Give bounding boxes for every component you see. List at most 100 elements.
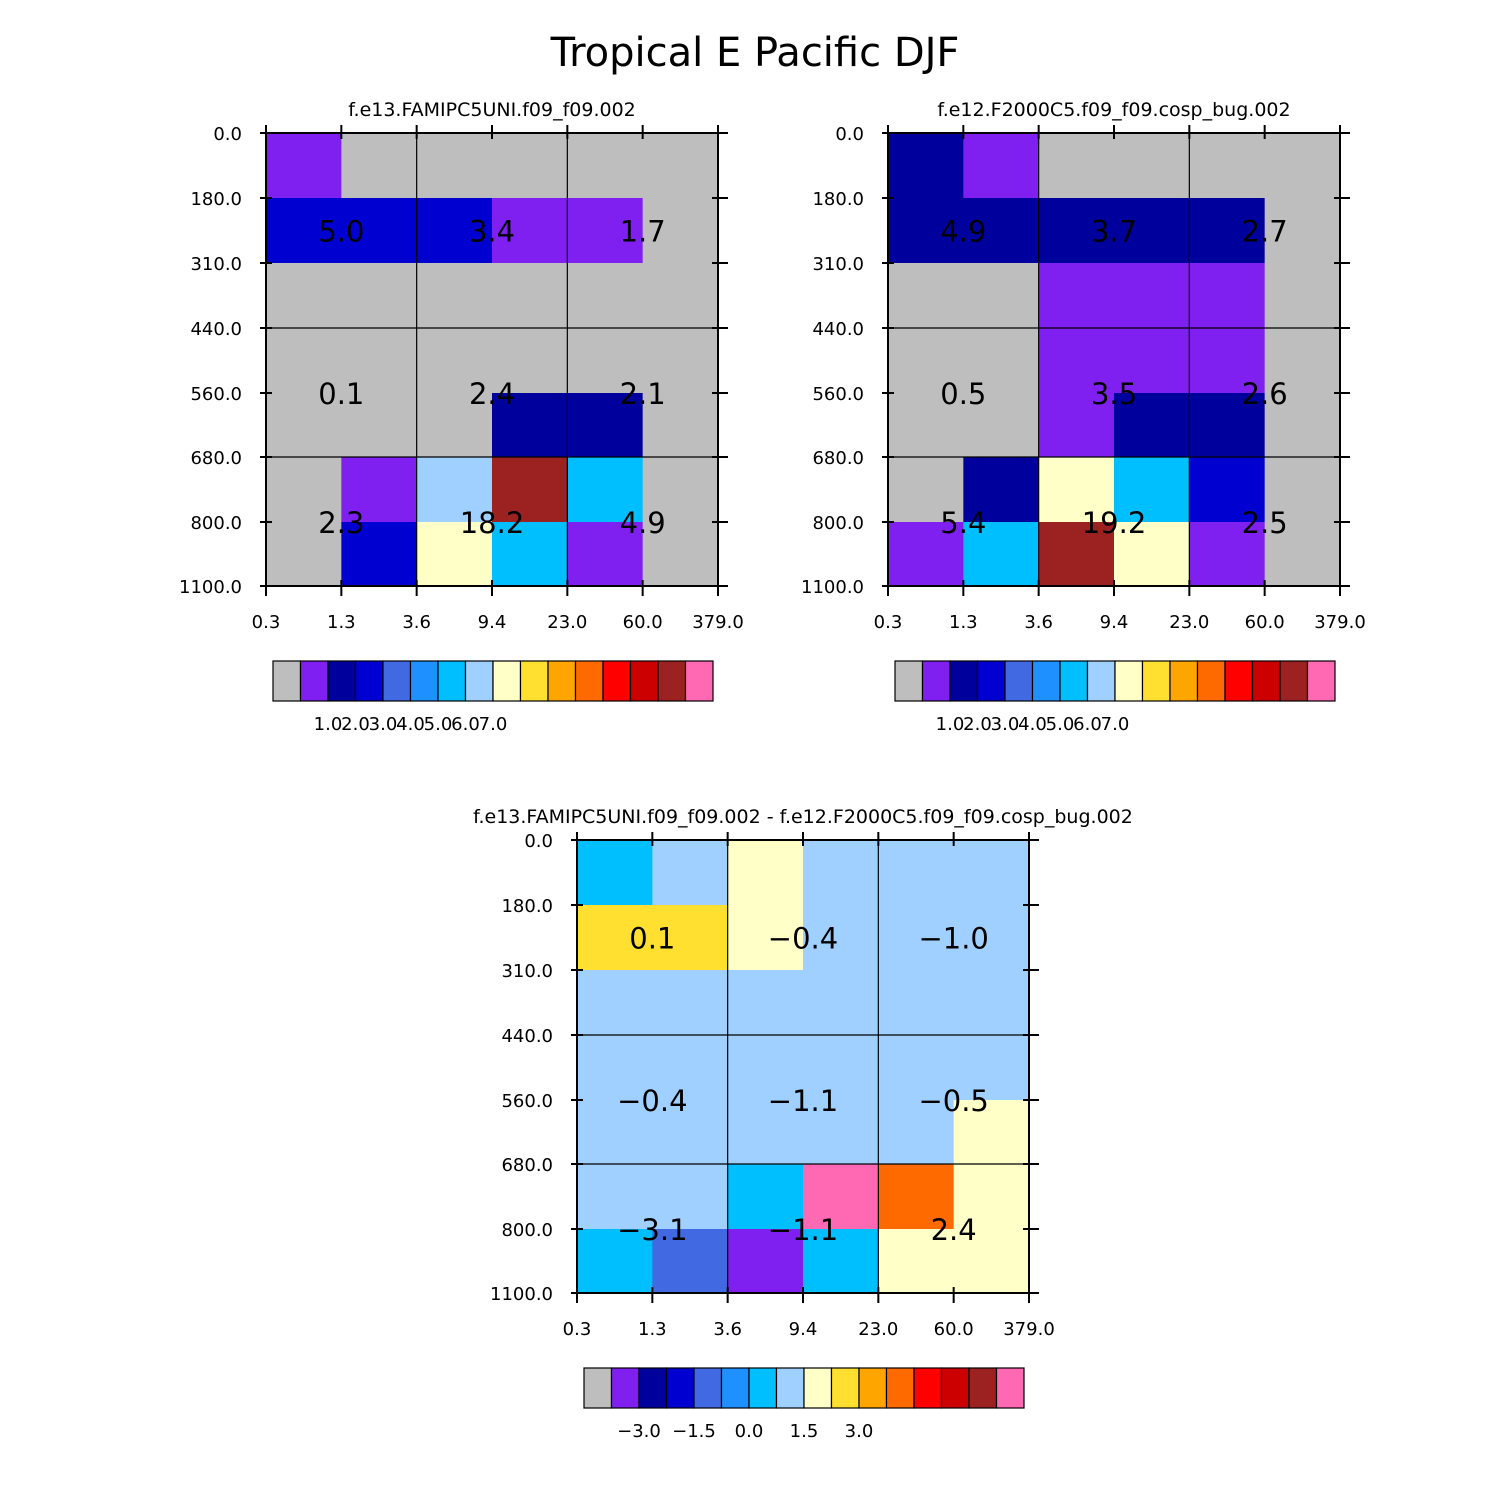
heatmap-cell bbox=[642, 328, 719, 394]
x-tick-label: 9.4 bbox=[789, 1319, 818, 1340]
region-value-label: 2.3 bbox=[318, 506, 364, 540]
y-tick-label: 0.0 bbox=[213, 124, 242, 145]
region-value-label: −0.4 bbox=[617, 1084, 687, 1118]
y-tick-label: 560.0 bbox=[501, 1091, 553, 1112]
heatmap-cell bbox=[642, 263, 719, 329]
colorbar-swatch bbox=[995, 1367, 1025, 1409]
x-tick-label: 9.4 bbox=[478, 612, 507, 633]
heatmap-cell bbox=[492, 328, 568, 394]
colorbar-label: 1.0 bbox=[936, 714, 965, 735]
region-value-label: 1.7 bbox=[620, 215, 666, 249]
heatmap-cell bbox=[888, 198, 964, 264]
x-tick-label: 379.0 bbox=[1314, 612, 1366, 633]
colorbar-label: 5.0 bbox=[424, 714, 453, 735]
x-tick-label: 60.0 bbox=[934, 1319, 974, 1340]
heatmap-cell bbox=[642, 393, 719, 458]
heatmap-cell bbox=[1189, 263, 1266, 329]
heatmap-cell bbox=[577, 1035, 653, 1101]
heatmap-cell bbox=[416, 328, 493, 394]
colorbar-label: 6.0 bbox=[451, 714, 480, 735]
y-tick-label: 680.0 bbox=[812, 448, 864, 469]
colorbar-swatch bbox=[437, 660, 467, 702]
heatmap-cell bbox=[1189, 328, 1266, 394]
heatmap-cell bbox=[492, 393, 568, 458]
region-value-label: −3.1 bbox=[617, 1213, 687, 1247]
heatmap-cell bbox=[953, 970, 1030, 1036]
colorbar-label: 4.0 bbox=[1018, 714, 1047, 735]
heatmap-cell bbox=[1114, 263, 1190, 329]
colorbar-swatch bbox=[409, 660, 439, 702]
heatmap-cell bbox=[1264, 198, 1341, 264]
heatmap-cell bbox=[1189, 522, 1266, 587]
heatmap-cell bbox=[1038, 133, 1115, 199]
heatmap-cell bbox=[567, 198, 644, 264]
colorbar-swatch bbox=[665, 1367, 695, 1409]
y-tick-label: 1100.0 bbox=[490, 1284, 553, 1305]
heatmap-cell bbox=[341, 263, 418, 329]
heatmap-cell bbox=[963, 328, 1040, 394]
x-tick-label: 60.0 bbox=[1245, 612, 1285, 633]
region-value-label: 5.0 bbox=[318, 215, 364, 249]
colorbar-swatch bbox=[885, 1367, 915, 1409]
region-value-label: 0.5 bbox=[940, 377, 986, 411]
x-tick-label: 3.6 bbox=[713, 1319, 742, 1340]
colorbar-label: 3.0 bbox=[991, 714, 1020, 735]
heatmap-cell bbox=[492, 133, 568, 199]
x-tick-label: 23.0 bbox=[1169, 612, 1209, 633]
heatmap-cell bbox=[652, 1229, 729, 1294]
panel-title: f.e12.F2000C5.f09_f09.cosp_bug.002 bbox=[937, 99, 1290, 121]
x-tick-label: 3.6 bbox=[1024, 612, 1053, 633]
heatmap-cell bbox=[1114, 457, 1190, 523]
x-tick-label: 379.0 bbox=[1003, 1319, 1055, 1340]
heatmap-cell bbox=[888, 133, 964, 199]
heatmap-cell bbox=[727, 1100, 804, 1165]
colorbar-swatch bbox=[894, 660, 924, 702]
heatmap-cell bbox=[567, 457, 644, 523]
x-tick-label: 1.3 bbox=[327, 612, 356, 633]
x-tick-label: 379.0 bbox=[692, 612, 744, 633]
heatmap-cell bbox=[416, 393, 493, 458]
region-value-label: 2.5 bbox=[1242, 506, 1288, 540]
y-tick-label: 440.0 bbox=[812, 319, 864, 340]
colorbar-swatch bbox=[976, 660, 1006, 702]
heatmap-cell bbox=[888, 522, 964, 587]
heatmap-cell bbox=[577, 905, 653, 971]
colorbar-swatch bbox=[968, 1367, 998, 1409]
heatmap-cell bbox=[341, 522, 418, 587]
heatmap-cell bbox=[1038, 263, 1115, 329]
y-tick-label: 440.0 bbox=[190, 319, 242, 340]
heatmap-cell bbox=[727, 1229, 804, 1294]
heatmap-cell bbox=[577, 840, 653, 906]
colorbar-label: 1.5 bbox=[790, 1421, 819, 1442]
y-tick-label: 440.0 bbox=[501, 1026, 553, 1047]
colorbar-swatch bbox=[693, 1367, 723, 1409]
colorbar-swatch bbox=[1279, 660, 1309, 702]
y-tick-label: 680.0 bbox=[190, 448, 242, 469]
region-value-label: 3.5 bbox=[1091, 377, 1137, 411]
heatmap-cell bbox=[727, 970, 804, 1036]
y-tick-label: 310.0 bbox=[812, 254, 864, 275]
y-tick-label: 1100.0 bbox=[801, 577, 864, 598]
heatmap-cell bbox=[1038, 457, 1115, 523]
region-value-label: 2.1 bbox=[620, 377, 666, 411]
colorbar-swatch bbox=[1114, 660, 1144, 702]
colorbar-label: 2.0 bbox=[963, 714, 992, 735]
colorbar-label: 7.0 bbox=[479, 714, 508, 735]
panel-title: f.e13.FAMIPC5UNI.f09_f09.002 - f.e12.F20… bbox=[473, 806, 1133, 828]
region-value-label: 2.4 bbox=[469, 377, 515, 411]
x-tick-label: 0.3 bbox=[252, 612, 281, 633]
colorbar-swatch bbox=[913, 1367, 943, 1409]
colorbar-swatch bbox=[803, 1367, 833, 1409]
colorbar-swatch bbox=[949, 660, 979, 702]
y-tick-label: 800.0 bbox=[812, 513, 864, 534]
region-value-label: 4.9 bbox=[940, 215, 986, 249]
region-value-label: −1.1 bbox=[768, 1084, 838, 1118]
heatmap-cell bbox=[803, 840, 879, 906]
heatmap-cell bbox=[1264, 133, 1341, 199]
heatmap-cell bbox=[803, 905, 879, 971]
colorbar-swatch bbox=[921, 660, 951, 702]
heatmap-cell bbox=[878, 1229, 955, 1294]
colorbar-label: 0.0 bbox=[735, 1421, 764, 1442]
heatmap-cell bbox=[492, 457, 568, 523]
